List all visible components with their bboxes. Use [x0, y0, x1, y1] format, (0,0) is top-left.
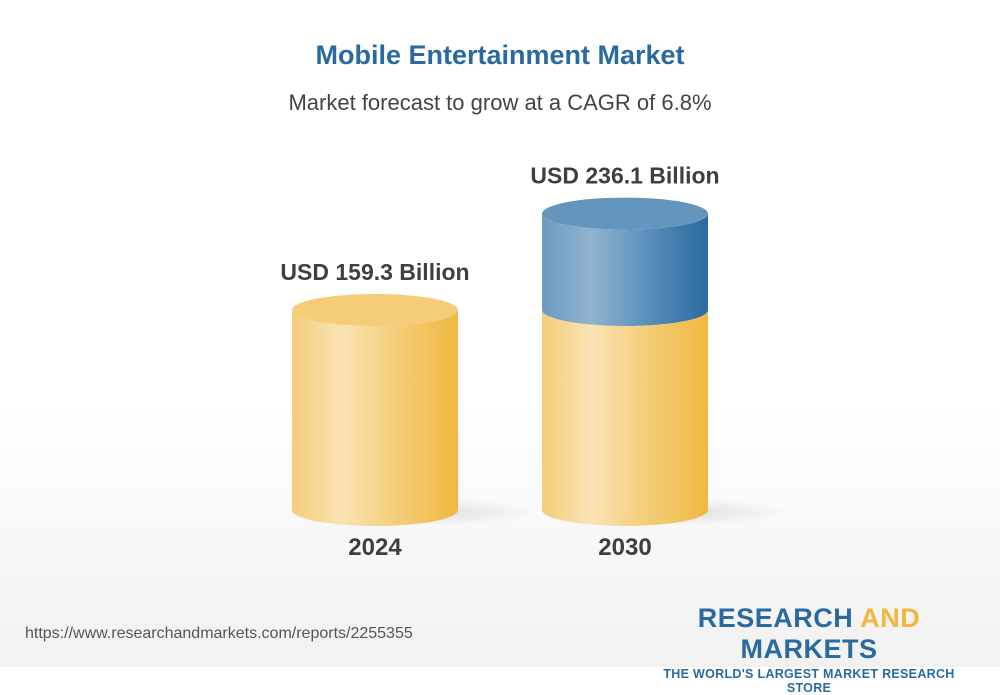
cylinder-base-2024: [292, 310, 458, 526]
category-label: 2030: [598, 534, 651, 561]
research-and-markets-logo: RESEARCH AND MARKETS THE WORLD'S LARGEST…: [663, 603, 955, 695]
cylinder-chart: USD 159.3 Billion 2024 USD 236.1 Billion 20…: [280, 163, 788, 561]
cylinder-growth-2030: [542, 213, 708, 326]
cylinder-top-2024: [292, 294, 458, 326]
source-url[interactable]: https://www.researchandmarkets.com/repor…: [25, 625, 413, 642]
data-label: USD 159.3 Billion: [280, 259, 469, 285]
cylinder-top-2030: [542, 197, 708, 230]
category-label: 2024: [348, 534, 402, 561]
chart-title: Mobile Entertainment Market: [315, 40, 685, 70]
cylinder-base-2030: [542, 310, 708, 526]
chart-subtitle: Market forecast to grow at a CAGR of 6.8…: [288, 90, 712, 115]
data-label: USD 236.1 Billion: [530, 163, 719, 189]
